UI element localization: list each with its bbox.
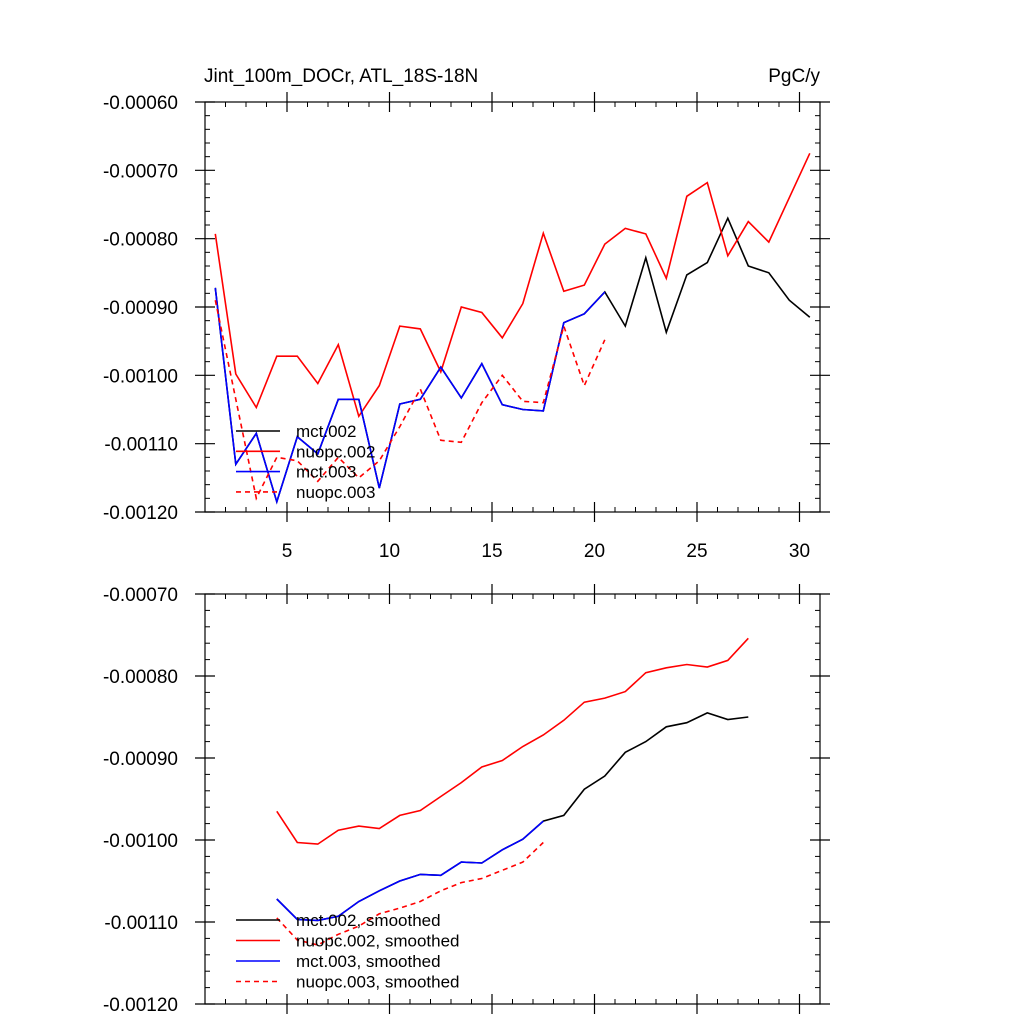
chart-title: Jint_100m_DOCr, ATL_18S-18N — [204, 66, 478, 87]
y-tick-label: -0.00100 — [103, 831, 178, 852]
y-tick-label: -0.00060 — [103, 93, 178, 114]
y-tick-label: -0.00080 — [103, 667, 178, 688]
chart-panel-bottom: -0.00070 -0.00080 -0.00090 -0.00100 -0.00110… — [103, 584, 830, 1016]
x-tick-label: 5 — [282, 541, 293, 562]
chart-units: PgC/y — [768, 66, 820, 87]
legend-label: nuopc.002, smoothed — [296, 932, 460, 951]
legend-label: nuopc.003 — [296, 483, 375, 502]
series-line-nuopc-002 — [214, 152, 811, 419]
legend-label: mct.002 — [296, 422, 356, 441]
series-line-mct-003-smoothed — [276, 820, 544, 922]
x-tick-label: 10 — [379, 541, 400, 562]
x-tick-label: 20 — [584, 541, 605, 562]
y-tick-label: -0.00070 — [103, 585, 178, 606]
legend-label: mct.003 — [296, 463, 356, 482]
y-tick-label: -0.00070 — [103, 161, 178, 182]
y-tick-label: -0.00100 — [103, 366, 178, 387]
y-tick-label: -0.00120 — [103, 503, 178, 524]
chart-panel-top: Jint_100m_DOCr, ATL_18S-18N PgC/y 5 10 15 2… — [103, 66, 830, 562]
y-tick-label: -0.00090 — [103, 298, 178, 319]
series-line-mct-002-smoothed — [276, 712, 749, 922]
series-line-nuopc-002-smoothed — [276, 637, 749, 845]
legend-label: mct.003, smoothed — [296, 952, 441, 971]
legend-label: mct.002, smoothed — [296, 911, 441, 930]
series-line-mct-003 — [214, 287, 606, 505]
x-tick-label: 30 — [789, 541, 810, 562]
series-line-nuopc-003-smoothed — [276, 841, 544, 946]
legend-label: nuopc.003, smoothed — [296, 973, 460, 992]
legend-label: nuopc.002 — [296, 442, 375, 461]
y-tick-label: -0.00080 — [103, 230, 178, 251]
y-tick-label: -0.00090 — [103, 749, 178, 770]
y-tick-label: -0.00110 — [104, 435, 178, 456]
x-tick-label: 25 — [686, 541, 707, 562]
x-tick-label: 15 — [481, 541, 502, 562]
y-tick-label: -0.00120 — [103, 995, 178, 1016]
y-tick-label: -0.00110 — [104, 913, 178, 934]
